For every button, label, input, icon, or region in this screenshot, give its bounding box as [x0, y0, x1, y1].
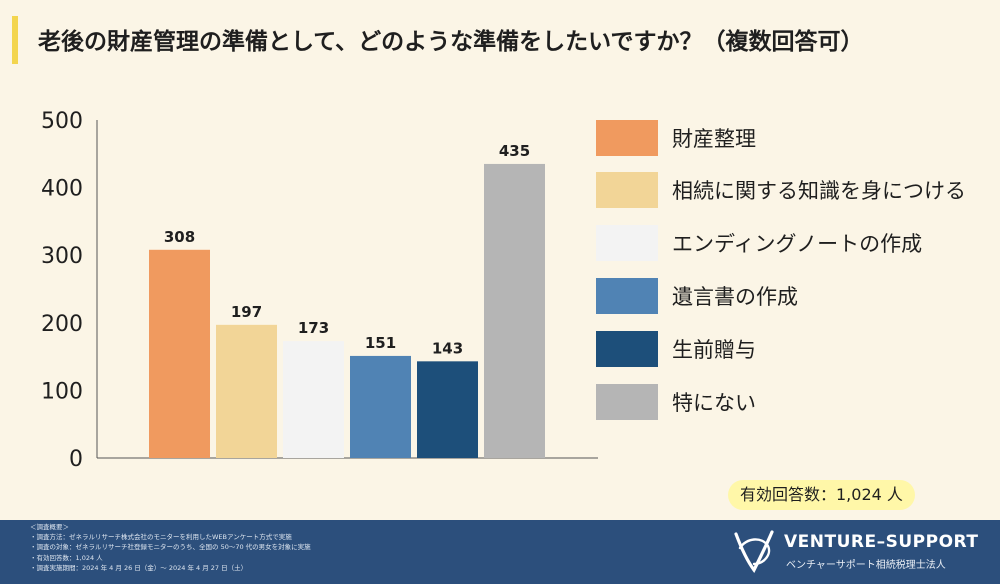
legend-swatch — [596, 172, 658, 208]
chart-title: 老後の財産管理の準備として、どのような準備をしたいですか？（複数回答可） — [38, 29, 864, 55]
legend-label: 生前贈与 — [672, 338, 756, 362]
survey-note-line: ＜調査概要＞ — [30, 523, 69, 531]
legend-label: エンディングノートの作成 — [672, 232, 923, 256]
v-swirl-logo-icon — [734, 530, 774, 574]
y-tick-label: 0 — [69, 447, 83, 472]
footer: ＜調査概要＞ ・調査方法：ゼネラルリサーチ株式会社のモニターを利用したWEBアンケ… — [0, 520, 1000, 584]
data-label: 143 — [432, 339, 463, 357]
legend-item: 財産整理 — [596, 118, 996, 158]
data-label: 308 — [164, 228, 195, 246]
brand-name: VENTURE–SUPPORT — [784, 532, 979, 552]
brand-subtitle: ベンチャーサポート相続税理士法人 — [786, 560, 946, 571]
y-tick-label: 100 — [41, 379, 83, 404]
legend-swatch — [596, 225, 658, 261]
data-label: 173 — [298, 319, 329, 337]
legend-swatch — [596, 331, 658, 367]
bar — [417, 361, 478, 458]
legend-swatch — [596, 120, 658, 156]
y-tick-label: 400 — [41, 177, 83, 202]
bar — [283, 341, 344, 458]
data-label: 197 — [231, 303, 262, 321]
respondents-badge: 有効回答数：1,024 人 — [728, 480, 915, 510]
bar — [350, 355, 411, 458]
legend-item: 生前贈与 — [596, 329, 996, 369]
data-label: 151 — [365, 334, 396, 352]
survey-note-line: ・調査実施期間：2024 年 4 月 26 日（金）～ 2024 年 4 月 2… — [30, 563, 248, 572]
survey-note-line: ・調査の対象：ゼネラルリサーチ社登録モニターのうち、全国の 50～70 代の男女… — [30, 543, 311, 552]
legend-swatch — [596, 278, 658, 314]
y-tick-label: 300 — [41, 244, 83, 269]
legend-item: 特にない — [596, 382, 996, 422]
bar — [149, 249, 210, 458]
legend-label: 特にない — [672, 391, 756, 415]
legend-item: エンディングノートの作成 — [596, 223, 996, 263]
legend-label: 遺言書の作成 — [672, 285, 798, 309]
bar-chart: 0 100 200 300 400 500 308 197 173 151 143 435 — [41, 109, 598, 472]
y-tick-label: 500 — [41, 109, 83, 134]
bar — [484, 163, 545, 458]
bar — [216, 324, 277, 458]
legend-item: 遺言書の作成 — [596, 276, 996, 316]
data-label: 435 — [499, 142, 530, 160]
survey-note-line: ・有効回答数：1,024 人 — [30, 553, 103, 562]
survey-note-line: ・調査方法：ゼネラルリサーチ株式会社のモニターを利用したWEBアンケート方式で実… — [30, 533, 292, 542]
legend-label: 財産整理 — [672, 127, 756, 151]
legend-item: 相続に関する知識を身につける — [596, 170, 996, 210]
title-accent-bar — [12, 16, 18, 64]
legend-swatch — [596, 384, 658, 420]
y-tick-label: 200 — [41, 312, 83, 337]
survey-notes: ＜調査概要＞ ・調査方法：ゼネラルリサーチ株式会社のモニターを利用したWEBアンケ… — [30, 522, 311, 573]
legend-label: 相続に関する知識を身につける — [672, 179, 966, 203]
